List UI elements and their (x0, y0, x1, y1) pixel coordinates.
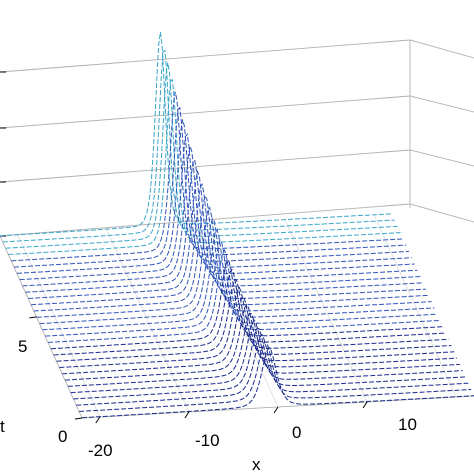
series-line-16 (36, 206, 429, 318)
floor-back (0, 203, 474, 237)
series-line-19 (28, 169, 421, 299)
series-line-27 (5, 62, 398, 249)
series-line-5 (67, 312, 460, 387)
t-axis-label: t (0, 417, 5, 436)
floor-grid-line (17, 234, 101, 418)
x-tick-label-2: 0 (292, 423, 301, 442)
x-tick-mark (184, 411, 190, 419)
series-line-15 (39, 217, 432, 325)
back-wall-mid1 (0, 95, 474, 129)
back-wall-mid2 (0, 149, 474, 183)
t-tick-label-0: 0 (58, 427, 67, 446)
x-tick-mark (362, 401, 368, 409)
series-line-1 (79, 341, 472, 412)
x-tick-mark (273, 406, 279, 414)
t-tick-mark (29, 316, 37, 319)
back-wall-top (0, 39, 474, 73)
series-line-4 (70, 319, 463, 394)
x-tick-mark (95, 416, 101, 424)
x-tick-label-3: 10 (398, 415, 417, 434)
series-line-6 (64, 303, 458, 381)
floor-left-edge (0, 235, 83, 419)
series-line-13 (45, 239, 438, 337)
series-line-14 (42, 228, 435, 331)
series-line-3 (73, 327, 466, 400)
floor-grid-line (284, 219, 368, 403)
series-line-21 (22, 146, 415, 287)
series-line-29 (0, 31, 393, 237)
wall-ticks (0, 71, 6, 237)
t-tick-label-1: 5 (18, 337, 27, 356)
series-line-28 (2, 50, 395, 243)
series-line-24 (14, 106, 407, 268)
x-axis-label: x (252, 455, 261, 474)
series-line-22 (19, 133, 412, 281)
series-line-2 (76, 333, 469, 406)
series-line-12 (48, 248, 441, 343)
series-curves (0, 31, 474, 419)
series-line-18 (31, 183, 424, 306)
series-line-20 (25, 158, 418, 293)
series-line-26 (8, 78, 401, 255)
x-tick-label-0: -20 (88, 441, 113, 460)
series-line-0 (81, 346, 474, 419)
series-line-23 (16, 119, 410, 274)
series-line-25 (11, 91, 404, 262)
x-tick-label-1: -10 (195, 431, 220, 450)
floor-grid-line (373, 214, 457, 398)
series-line-10 (53, 268, 446, 356)
series-line-7 (62, 296, 455, 375)
axis-ticks (29, 316, 368, 424)
floor-grid (17, 214, 457, 418)
series-line-9 (56, 278, 449, 362)
t-tick-mark (74, 417, 83, 420)
